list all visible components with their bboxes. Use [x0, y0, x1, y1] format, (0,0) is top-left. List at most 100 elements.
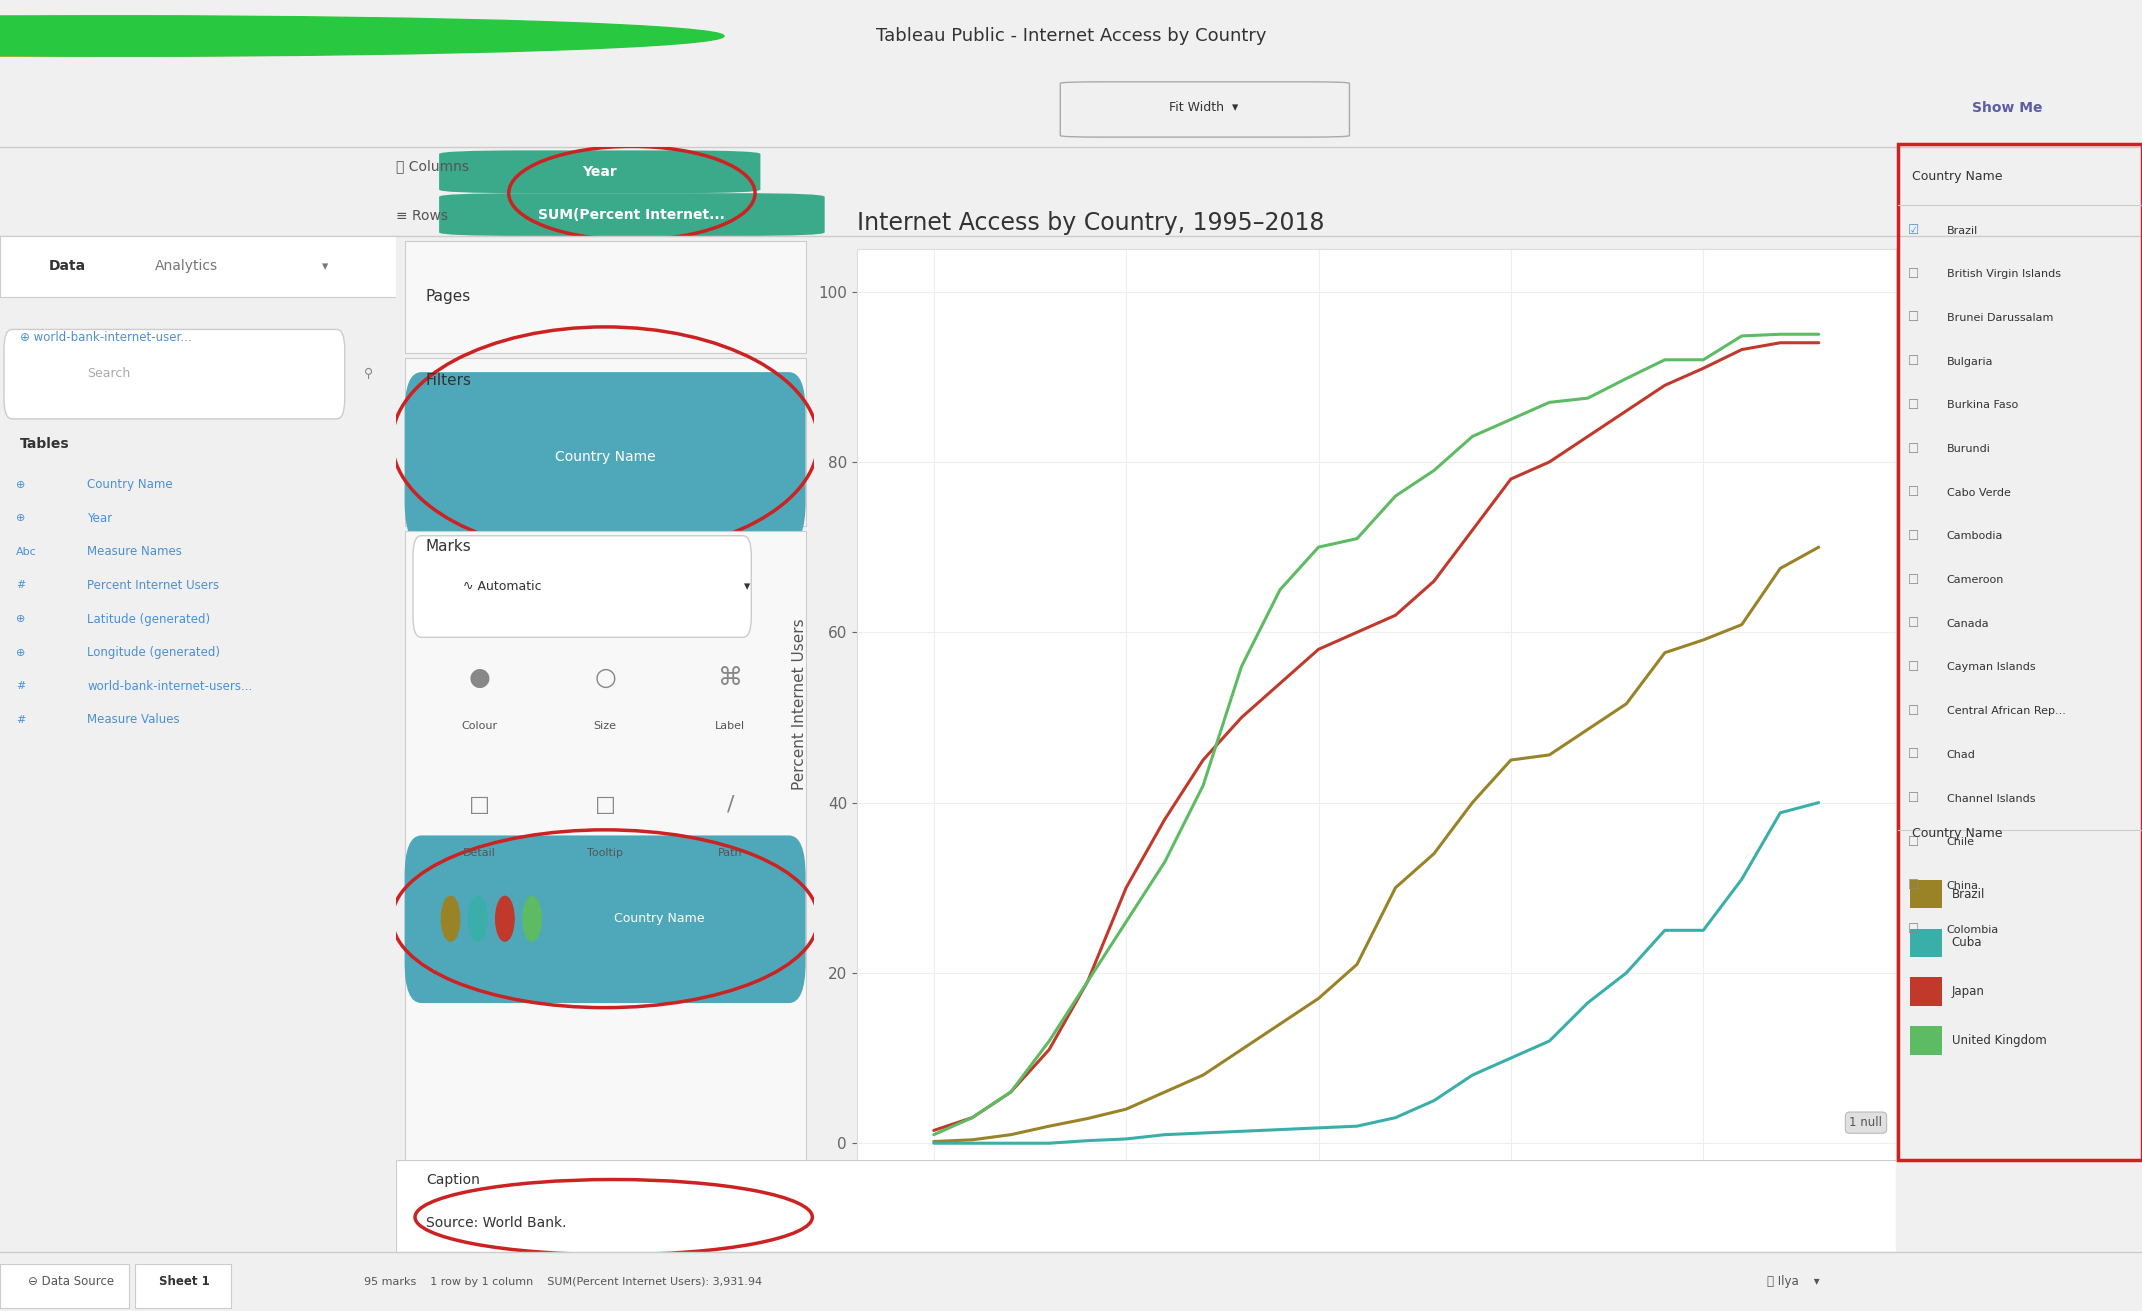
- Text: Colour: Colour: [463, 721, 497, 730]
- Circle shape: [495, 897, 514, 941]
- FancyBboxPatch shape: [1060, 81, 1349, 138]
- Text: Source: World Bank.: Source: World Bank.: [426, 1215, 568, 1230]
- FancyBboxPatch shape: [396, 1160, 1896, 1252]
- Bar: [1911, 880, 1943, 909]
- Text: ●: ●: [469, 666, 491, 690]
- Text: Country Name: Country Name: [555, 451, 655, 464]
- Text: Path: Path: [718, 848, 743, 857]
- Text: Canada: Canada: [1947, 619, 1990, 629]
- Text: Abc: Abc: [15, 547, 36, 557]
- Text: United Kingdom: United Kingdom: [1951, 1034, 2046, 1047]
- Text: ☐: ☐: [1909, 486, 1919, 499]
- FancyBboxPatch shape: [439, 151, 760, 193]
- Text: Tables: Tables: [19, 438, 69, 451]
- Text: Japan: Japan: [1951, 985, 1983, 998]
- Text: ☐: ☐: [1909, 312, 1919, 324]
- Text: ⊕: ⊕: [15, 514, 26, 523]
- Text: ☐: ☐: [1909, 661, 1919, 674]
- Circle shape: [469, 897, 486, 941]
- Text: Channel Islands: Channel Islands: [1947, 793, 2035, 804]
- Text: ∿ Automatic: ∿ Automatic: [463, 579, 542, 593]
- Text: #: #: [15, 682, 26, 691]
- Text: ☐: ☐: [1909, 355, 1919, 368]
- Text: ▾: ▾: [743, 579, 750, 593]
- Text: Sheet 1: Sheet 1: [159, 1276, 210, 1287]
- FancyBboxPatch shape: [405, 241, 805, 353]
- Text: Brazil: Brazil: [1951, 888, 1986, 901]
- FancyBboxPatch shape: [405, 835, 805, 1003]
- Text: Burkina Faso: Burkina Faso: [1947, 400, 2018, 410]
- Text: ☐: ☐: [1909, 399, 1919, 412]
- Text: Country Name: Country Name: [88, 479, 174, 492]
- Text: Central African Rep...: Central African Rep...: [1947, 707, 2065, 716]
- Text: Chile: Chile: [1947, 838, 1975, 847]
- Text: ☐: ☐: [1909, 530, 1919, 543]
- Text: □: □: [469, 794, 491, 815]
- Text: Measure Names: Measure Names: [88, 545, 182, 558]
- Circle shape: [0, 16, 647, 56]
- Circle shape: [0, 16, 685, 56]
- Bar: [1911, 978, 1943, 1006]
- Text: #: #: [15, 714, 26, 725]
- Text: Marks: Marks: [426, 539, 471, 555]
- Text: ≡ Rows: ≡ Rows: [396, 210, 448, 223]
- Text: Cabo Verde: Cabo Verde: [1947, 488, 2011, 498]
- Text: ⊖ Data Source: ⊖ Data Source: [28, 1276, 114, 1287]
- Text: Tooltip: Tooltip: [587, 848, 623, 857]
- FancyBboxPatch shape: [0, 236, 396, 296]
- Text: ☐: ☐: [1909, 835, 1919, 848]
- Text: 95 marks    1 row by 1 column    SUM(Percent Internet Users): 3,931.94: 95 marks 1 row by 1 column SUM(Percent I…: [364, 1277, 763, 1286]
- Text: ☐: ☐: [1909, 704, 1919, 717]
- Text: Measure Values: Measure Values: [88, 713, 180, 726]
- Text: /: /: [726, 794, 735, 815]
- Text: □: □: [595, 794, 615, 815]
- Text: Chad: Chad: [1947, 750, 1975, 760]
- Text: SUM(Percent Internet...: SUM(Percent Internet...: [538, 207, 726, 222]
- Bar: [1911, 1027, 1943, 1054]
- Text: 1 null: 1 null: [1849, 1116, 1883, 1129]
- Text: ☐: ☐: [1909, 267, 1919, 281]
- Text: ○: ○: [593, 666, 617, 690]
- Text: ☐: ☐: [1909, 792, 1919, 805]
- Text: British Virgin Islands: British Virgin Islands: [1947, 269, 2061, 279]
- Text: Caption: Caption: [426, 1173, 480, 1188]
- Text: Fit Width  ▾: Fit Width ▾: [1170, 101, 1238, 114]
- Text: Brunei Darussalam: Brunei Darussalam: [1947, 313, 2052, 323]
- Text: ⊕: ⊕: [15, 480, 26, 490]
- Text: 👤 Ilya    ▾: 👤 Ilya ▾: [1767, 1276, 1821, 1287]
- Text: ☐: ☐: [1909, 443, 1919, 455]
- Text: Show Me: Show Me: [1973, 101, 2041, 115]
- Text: ▾: ▾: [321, 260, 328, 273]
- FancyBboxPatch shape: [413, 536, 752, 637]
- Text: China: China: [1947, 881, 1979, 891]
- Y-axis label: Percent Internet Users: Percent Internet Users: [793, 619, 808, 791]
- Text: #: #: [15, 581, 26, 590]
- Text: Percent Internet Users: Percent Internet Users: [88, 579, 218, 593]
- Text: Cameroon: Cameroon: [1947, 576, 2005, 585]
- Bar: [1911, 928, 1943, 957]
- Text: ☐: ☐: [1909, 574, 1919, 586]
- FancyBboxPatch shape: [405, 372, 805, 543]
- Text: Internet Access by Country, 1995–2018: Internet Access by Country, 1995–2018: [857, 211, 1324, 235]
- FancyBboxPatch shape: [4, 329, 345, 420]
- Text: Colombia: Colombia: [1947, 924, 1998, 935]
- Text: Year: Year: [88, 511, 111, 524]
- Text: Search: Search: [88, 367, 131, 380]
- X-axis label: Year  ⭐: Year ⭐: [1349, 1193, 1403, 1211]
- FancyBboxPatch shape: [405, 531, 805, 1227]
- Circle shape: [523, 897, 542, 941]
- Text: ⊕: ⊕: [15, 614, 26, 624]
- Text: Cayman Islands: Cayman Islands: [1947, 662, 2035, 673]
- Text: Data: Data: [49, 260, 86, 274]
- Text: Tableau Public - Internet Access by Country: Tableau Public - Internet Access by Coun…: [876, 28, 1266, 45]
- FancyBboxPatch shape: [0, 1264, 129, 1308]
- Text: Label: Label: [715, 721, 745, 730]
- Circle shape: [0, 16, 724, 56]
- Text: Cambodia: Cambodia: [1947, 531, 2003, 541]
- Text: world-bank-internet-users...: world-bank-internet-users...: [88, 679, 253, 692]
- Text: Burundi: Burundi: [1947, 444, 1990, 454]
- Text: Country Name: Country Name: [1913, 827, 2003, 840]
- Text: ☐: ☐: [1909, 749, 1919, 762]
- Text: ☐: ☐: [1909, 923, 1919, 936]
- Text: ⌘: ⌘: [718, 666, 743, 690]
